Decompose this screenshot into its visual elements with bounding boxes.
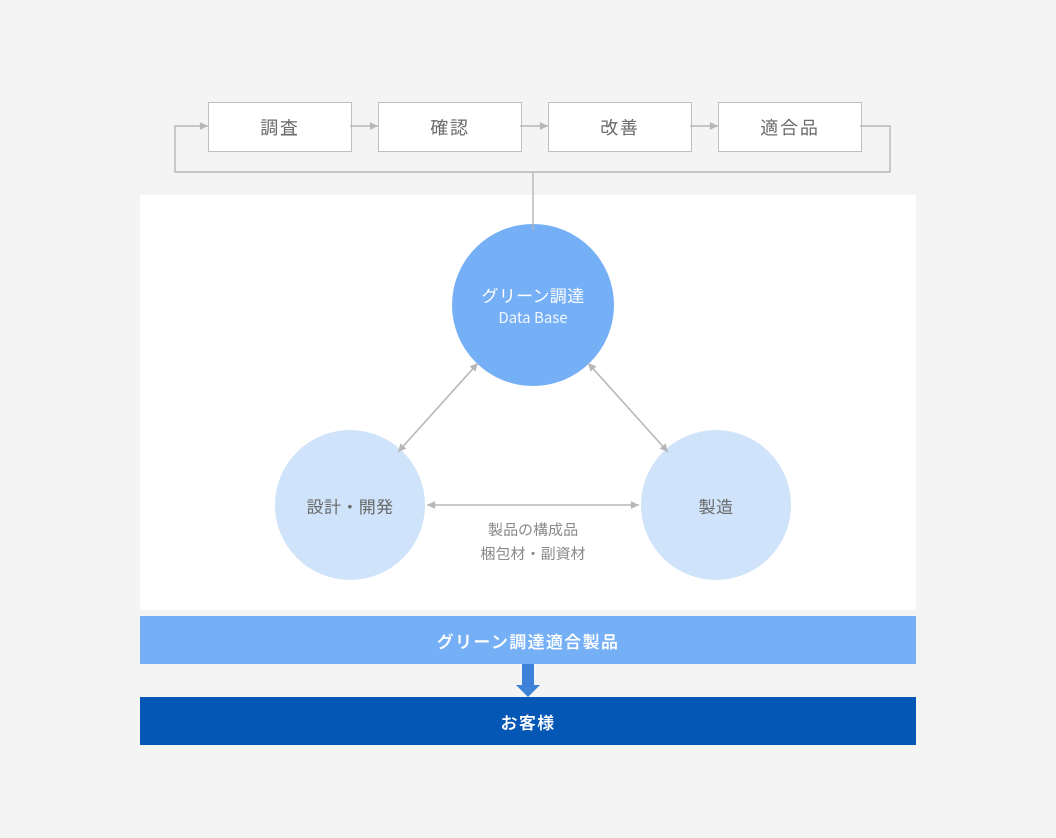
bar-label: グリーン調達適合製品	[437, 628, 620, 653]
step-label: 調査	[260, 114, 300, 140]
step-box-3: 改善	[548, 102, 692, 152]
step-label: 確認	[430, 114, 470, 140]
diagram-canvas: 調査 確認 改善 適合品 グリーン調達 Data Base 設計・開発 製造 製…	[0, 0, 1056, 838]
bar-label: お客様	[500, 709, 555, 734]
step-box-4: 適合品	[718, 102, 862, 152]
components-label-line1: 製品の構成品	[488, 519, 578, 540]
step-box-2: 確認	[378, 102, 522, 152]
components-label: 製品の構成品 梱包材・副資材	[433, 518, 633, 566]
step-label: 適合品	[760, 114, 819, 140]
circle-sublabel: Data Base	[498, 307, 567, 328]
circle-label: グリーン調達	[481, 282, 584, 307]
circle-manufacture: 製造	[641, 430, 791, 580]
bar-customers: お客様	[140, 697, 916, 745]
bar-compliant-products: グリーン調達適合製品	[140, 616, 916, 664]
circle-label: 設計・開発	[307, 493, 394, 518]
components-label-line2: 梱包材・副資材	[480, 543, 585, 564]
step-label: 改善	[600, 114, 640, 140]
circle-label: 製造	[699, 493, 734, 518]
circle-design: 設計・開発	[275, 430, 425, 580]
circle-database: グリーン調達 Data Base	[452, 224, 614, 386]
step-box-1: 調査	[208, 102, 352, 152]
